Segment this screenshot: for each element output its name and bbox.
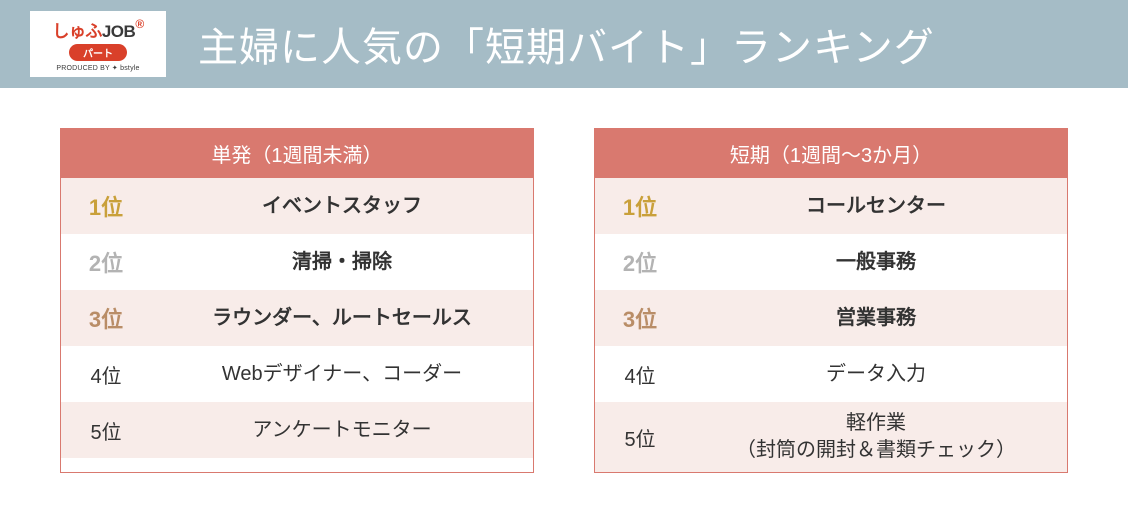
brand-logo: しゅふJOB® パート PRODUCED BY ✦ bstyle bbox=[30, 11, 166, 77]
tables-container: 単発（1週間未満） 1位 イベントスタッフ 2位 清掃・掃除 3位 ラウンダー、… bbox=[0, 88, 1128, 473]
label-cell: イベントスタッフ bbox=[151, 185, 533, 228]
rank-cell: 1位 bbox=[595, 190, 685, 222]
rank-cell: 4位 bbox=[595, 360, 685, 389]
label-cell: ラウンダー、ルートセールス bbox=[151, 297, 533, 340]
logo-sub-badge: パート bbox=[69, 44, 127, 61]
table-row: 1位 コールセンター bbox=[595, 178, 1067, 234]
logo-wordmark: しゅふJOB® bbox=[52, 17, 143, 42]
label-cell: アンケートモニター bbox=[151, 409, 533, 452]
table-row: 3位 ラウンダー、ルートセールス bbox=[61, 290, 533, 346]
logo-job: JOB bbox=[102, 22, 135, 41]
table-row: 4位 データ入力 bbox=[595, 346, 1067, 402]
table-row: 5位 軽作業（封筒の開封＆書類チェック） bbox=[595, 402, 1067, 472]
table-row: 3位 営業事務 bbox=[595, 290, 1067, 346]
rank-cell: 5位 bbox=[595, 423, 685, 452]
header-bar: しゅふJOB® パート PRODUCED BY ✦ bstyle 主婦に人気の「… bbox=[0, 0, 1128, 88]
logo-shufu: しゅふ bbox=[52, 22, 102, 41]
logo-produced-by: PRODUCED BY ✦ bstyle bbox=[56, 64, 139, 72]
rank-cell: 2位 bbox=[61, 246, 151, 278]
label-cell: 軽作業（封筒の開封＆書類チェック） bbox=[685, 402, 1067, 472]
table-row: 1位 イベントスタッフ bbox=[61, 178, 533, 234]
logo-reg-icon: ® bbox=[135, 17, 143, 31]
table-title: 短期（1週間～3か月） bbox=[595, 129, 1067, 178]
label-cell: コールセンター bbox=[685, 185, 1067, 228]
table-row: 2位 一般事務 bbox=[595, 234, 1067, 290]
page-title: 主婦に人気の「短期バイト」ランキング bbox=[198, 15, 935, 73]
table-row: 5位 アンケートモニター bbox=[61, 402, 533, 458]
label-cell: 清掃・掃除 bbox=[151, 241, 533, 284]
label-cell: Webデザイナー、コーダー bbox=[151, 353, 533, 396]
rank-cell: 2位 bbox=[595, 246, 685, 278]
rank-cell: 1位 bbox=[61, 190, 151, 222]
label-cell: データ入力 bbox=[685, 353, 1067, 396]
ranking-table-short: 短期（1週間～3か月） 1位 コールセンター 2位 一般事務 3位 営業事務 4… bbox=[594, 128, 1068, 473]
table-row: 2位 清掃・掃除 bbox=[61, 234, 533, 290]
table-title: 単発（1週間未満） bbox=[61, 129, 533, 178]
table-row: 4位 Webデザイナー、コーダー bbox=[61, 346, 533, 402]
ranking-table-single: 単発（1週間未満） 1位 イベントスタッフ 2位 清掃・掃除 3位 ラウンダー、… bbox=[60, 128, 534, 473]
rank-cell: 3位 bbox=[61, 302, 151, 334]
label-cell: 営業事務 bbox=[685, 297, 1067, 340]
rank-cell: 4位 bbox=[61, 360, 151, 389]
label-cell: 一般事務 bbox=[685, 241, 1067, 284]
rank-cell: 5位 bbox=[61, 416, 151, 445]
rank-cell: 3位 bbox=[595, 302, 685, 334]
